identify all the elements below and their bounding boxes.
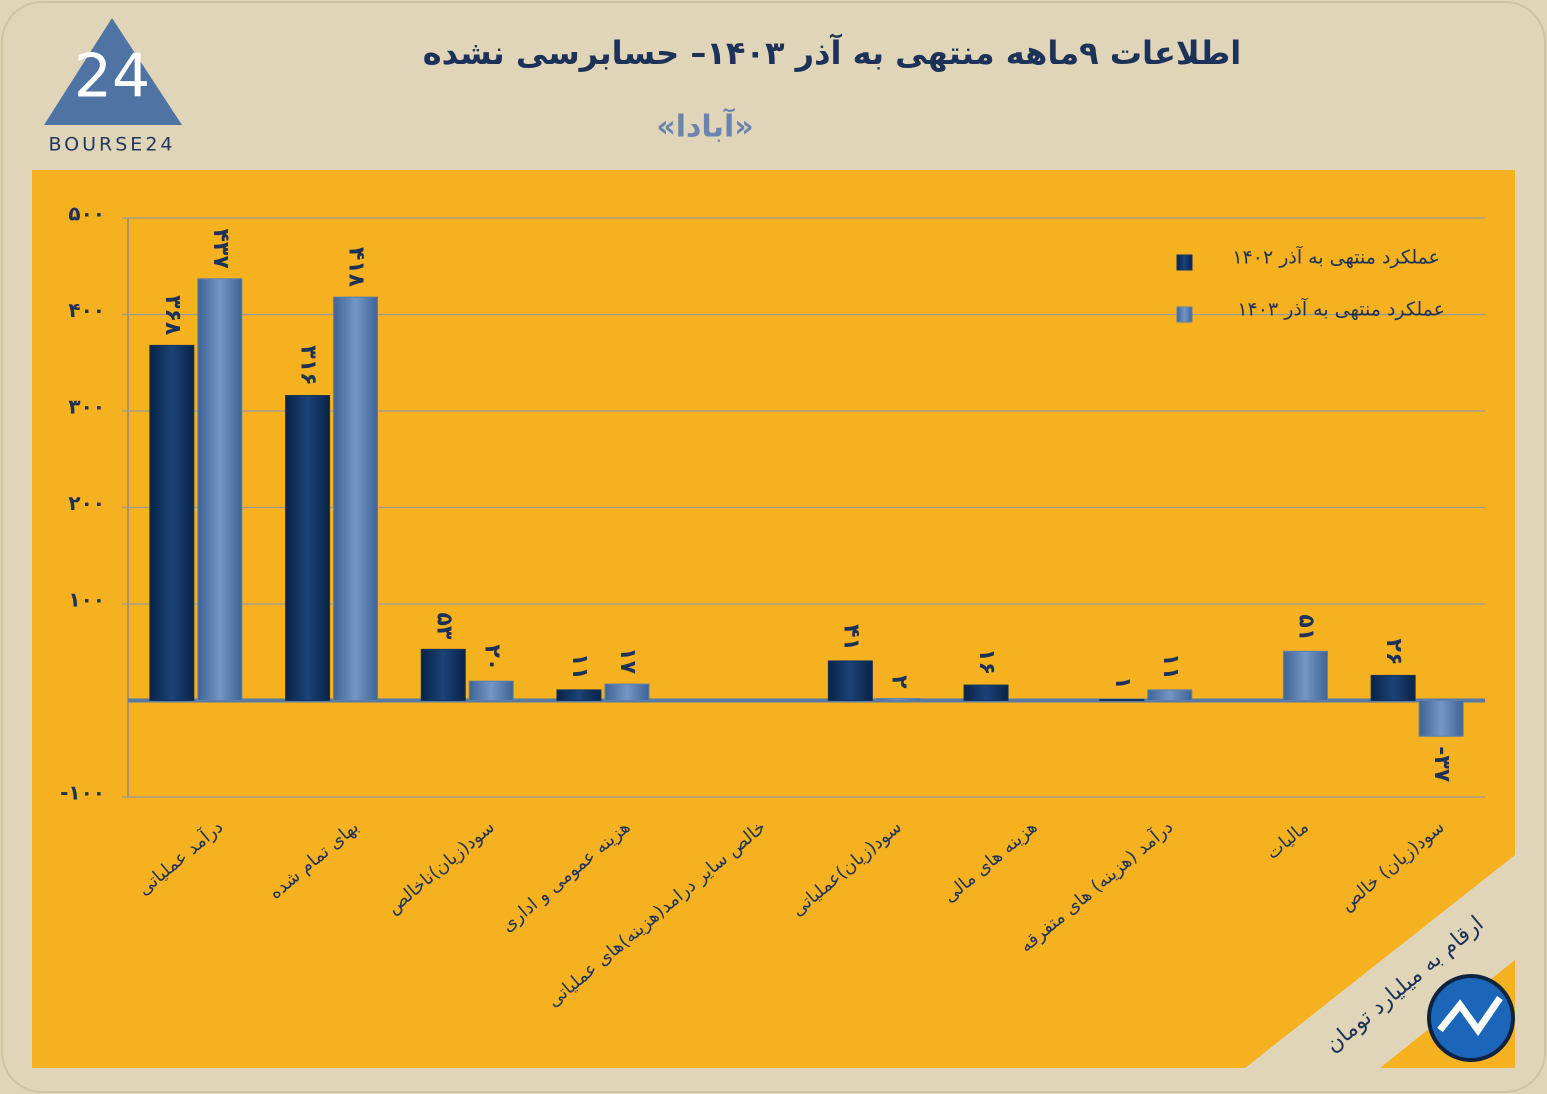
chart-title: اطلاعات ۹ماهه منتهی به آذر ۱۴۰۳– حسابرسی… (423, 33, 1242, 72)
value-label: ۵۱ (1293, 614, 1318, 641)
bar (827, 660, 873, 701)
bar (875, 698, 921, 702)
value-label: ۱۱ (567, 653, 592, 680)
bar (197, 278, 243, 701)
bar (963, 684, 1009, 701)
logo-text: BOURSE24 (48, 134, 175, 156)
chart-subtitle: «آبادا» (656, 108, 753, 145)
y-tick-label: ۵۰۰ (68, 202, 105, 226)
y-tick-label: ۲۰۰ (68, 491, 105, 515)
value-label: ۱ (1110, 676, 1135, 689)
bar (1147, 689, 1193, 702)
legend-label: عملکرد منتهی به آذر ۱۴۰۲ (1232, 245, 1440, 269)
value-label: ۳۶۸ (160, 295, 185, 336)
value-label: ۴۱ (838, 624, 863, 651)
logo-triangle (44, 18, 182, 125)
y-tick-label: -۱۰۰ (60, 781, 105, 805)
value-label: ۴۳۷ (208, 228, 233, 269)
bar (420, 648, 466, 701)
bar (604, 683, 650, 701)
bar (1418, 700, 1464, 737)
value-label: ۲۶ (1381, 639, 1406, 666)
value-label: -۳۷ (1429, 746, 1454, 783)
value-label: ۲۰ (479, 644, 504, 671)
bar (333, 296, 379, 701)
bar (1282, 650, 1328, 701)
value-label: ۱۷ (615, 647, 640, 674)
value-label: ۲ (886, 675, 911, 689)
logo-mark: 24 (74, 42, 150, 112)
badge-arrow (1437, 996, 1503, 1037)
plot-panel (32, 170, 1515, 1068)
value-label: ۱۱ (1158, 653, 1183, 680)
bar (149, 344, 195, 701)
legend-label: عملکرد منتهی به آذر ۱۴۰۳ (1237, 297, 1445, 321)
bar (468, 680, 514, 702)
value-label: ۴۱۸ (344, 247, 369, 288)
bar (1370, 674, 1416, 701)
y-tick-label: ۱۰۰ (68, 588, 105, 612)
legend-marker (1176, 306, 1193, 323)
bar (556, 689, 602, 702)
bar (1099, 699, 1145, 701)
value-label: ۵۳ (431, 612, 456, 639)
value-label: ۱۶ (974, 648, 999, 675)
legend-marker (1176, 254, 1193, 271)
value-label: ۳۱۶ (296, 345, 321, 385)
y-tick-label: ۳۰۰ (68, 395, 105, 419)
y-tick-label: ۴۰۰ (68, 298, 105, 322)
bar (285, 395, 331, 701)
